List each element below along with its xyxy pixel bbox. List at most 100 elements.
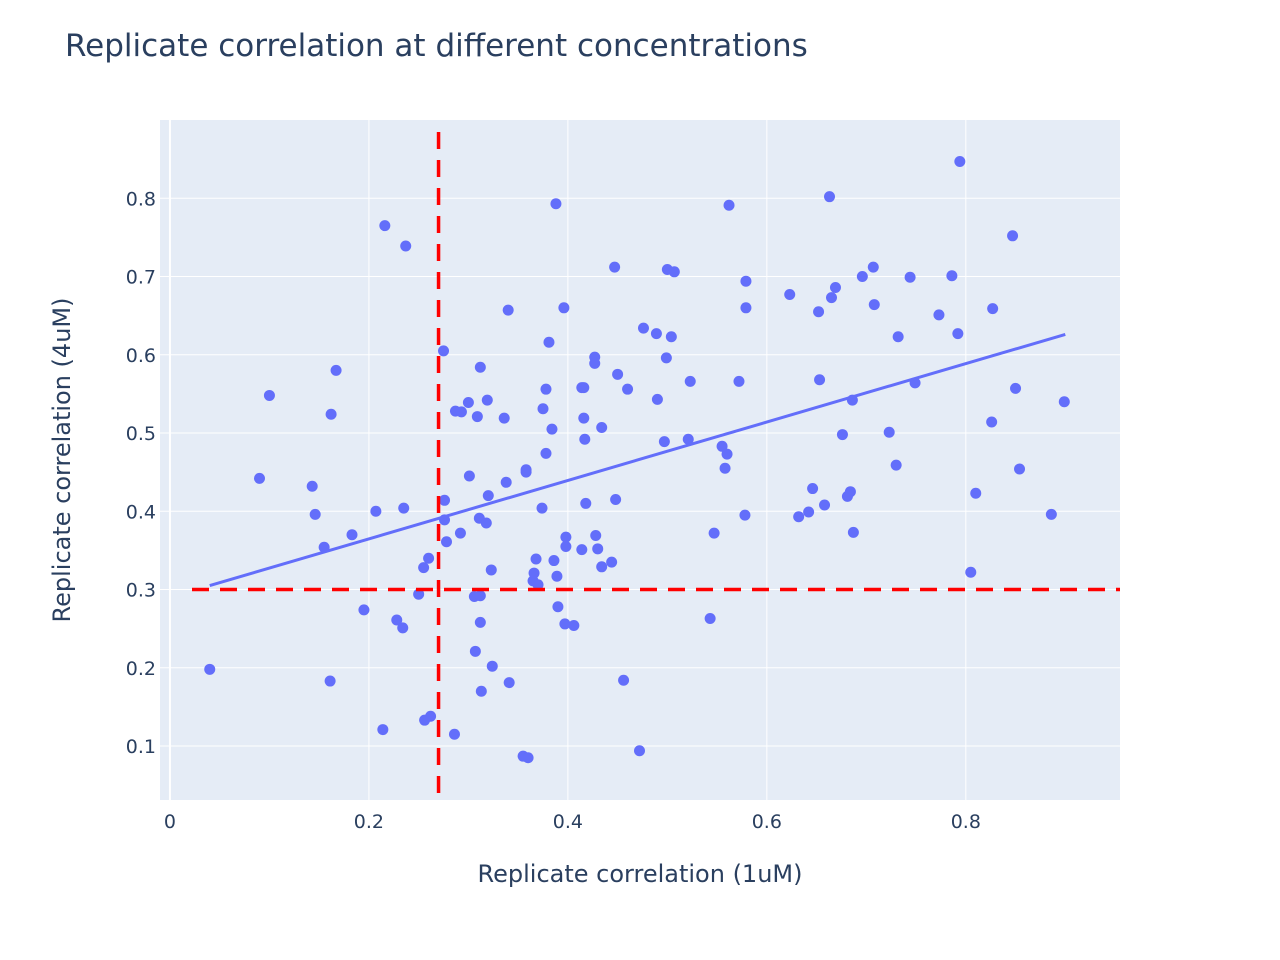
data-point xyxy=(522,752,534,764)
data-point xyxy=(469,645,481,657)
data-point xyxy=(807,483,819,495)
data-point xyxy=(682,433,694,445)
data-point xyxy=(814,374,826,386)
data-point xyxy=(665,331,677,343)
data-point xyxy=(622,383,634,395)
y-tick-label: 0.3 xyxy=(126,580,156,602)
data-point xyxy=(397,622,409,634)
data-point xyxy=(398,502,410,514)
data-point xyxy=(448,728,460,740)
data-point xyxy=(868,299,880,311)
data-point xyxy=(481,394,493,406)
data-point xyxy=(844,486,856,498)
data-point xyxy=(579,433,591,445)
data-point xyxy=(462,396,474,408)
data-point xyxy=(346,529,358,541)
data-point xyxy=(721,448,733,460)
data-point xyxy=(413,588,425,600)
data-point xyxy=(528,567,540,579)
data-point xyxy=(719,462,731,474)
data-point xyxy=(379,220,391,232)
data-point xyxy=(803,506,815,518)
data-point xyxy=(987,303,999,315)
data-point xyxy=(890,459,902,471)
data-point xyxy=(1007,230,1019,242)
data-point xyxy=(610,494,622,506)
data-point xyxy=(578,412,590,424)
data-point xyxy=(1058,396,1070,408)
data-point xyxy=(716,440,728,452)
data-point xyxy=(883,426,895,438)
y-tick-label: 0.4 xyxy=(126,501,156,523)
data-point xyxy=(829,281,841,293)
data-point xyxy=(552,601,564,613)
y-tick-label: 0.1 xyxy=(126,736,156,758)
y-tick-label: 0.5 xyxy=(126,423,156,445)
data-point xyxy=(370,505,382,517)
data-point xyxy=(618,674,630,686)
data-point xyxy=(500,476,512,488)
data-point xyxy=(784,288,796,300)
data-point xyxy=(480,517,492,529)
data-point xyxy=(704,612,716,624)
data-point xyxy=(824,191,836,203)
threshold-lines xyxy=(192,132,1120,800)
data-points xyxy=(204,155,1070,764)
x-tick-label: 0.8 xyxy=(951,811,981,833)
data-point xyxy=(650,328,662,340)
data-point xyxy=(520,464,532,476)
data-point xyxy=(463,470,475,482)
data-point xyxy=(740,275,752,287)
x-tick-label: 0.2 xyxy=(354,811,384,833)
data-point xyxy=(306,480,318,492)
data-point xyxy=(609,261,621,273)
data-point xyxy=(740,302,752,314)
data-point xyxy=(826,292,838,304)
data-point xyxy=(578,382,590,394)
y-tick-label: 0.7 xyxy=(126,267,156,289)
data-point xyxy=(503,677,515,689)
data-point xyxy=(813,306,825,318)
data-point xyxy=(532,579,544,591)
data-point xyxy=(474,361,486,373)
data-point xyxy=(204,663,216,675)
x-axis-label: Replicate correlation (1uM) xyxy=(478,860,803,888)
data-point xyxy=(867,261,879,273)
data-point xyxy=(933,309,945,321)
data-point xyxy=(325,408,337,420)
chart-title: Replicate correlation at different conce… xyxy=(65,28,808,64)
data-point xyxy=(1014,463,1026,475)
data-point xyxy=(952,328,964,340)
data-point xyxy=(485,564,497,576)
data-point xyxy=(502,304,514,316)
data-point xyxy=(391,614,403,626)
data-point xyxy=(423,552,435,564)
data-point xyxy=(658,436,670,448)
data-point xyxy=(543,336,555,348)
data-point xyxy=(660,352,672,364)
data-point xyxy=(551,570,563,582)
y-tick-label: 0.8 xyxy=(126,188,156,210)
y-axis-ticks: 0.1 0.2 0.3 0.4 0.5 0.6 0.7 0.8 xyxy=(126,188,156,758)
data-point xyxy=(793,511,805,523)
data-point xyxy=(474,590,486,602)
data-point xyxy=(358,604,370,616)
data-point xyxy=(560,531,572,543)
data-point xyxy=(530,553,542,565)
data-point xyxy=(590,530,602,542)
data-point xyxy=(475,685,487,697)
data-point xyxy=(546,423,558,435)
data-point xyxy=(455,406,467,418)
data-point xyxy=(324,675,336,687)
data-point xyxy=(377,724,389,736)
data-point xyxy=(606,556,618,568)
data-point xyxy=(965,566,977,578)
data-point xyxy=(684,375,696,387)
data-point xyxy=(471,411,483,423)
data-point xyxy=(559,618,571,630)
data-point xyxy=(708,527,720,539)
data-point xyxy=(576,544,588,556)
data-point xyxy=(418,562,430,574)
y-axis-label: Replicate correlation (4uM) xyxy=(48,298,76,623)
x-axis-ticks: 0 0.2 0.4 0.6 0.8 xyxy=(164,811,981,833)
